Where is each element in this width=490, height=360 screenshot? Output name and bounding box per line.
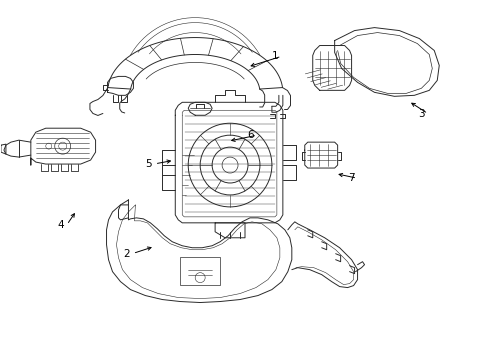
Text: 2: 2	[123, 248, 130, 258]
Text: 3: 3	[418, 109, 425, 119]
Text: 1: 1	[272, 51, 279, 61]
Bar	[180, 257, 220, 285]
Text: 4: 4	[57, 220, 64, 230]
Text: 6: 6	[247, 130, 254, 140]
Text: 7: 7	[347, 173, 354, 183]
Text: 5: 5	[145, 159, 152, 169]
